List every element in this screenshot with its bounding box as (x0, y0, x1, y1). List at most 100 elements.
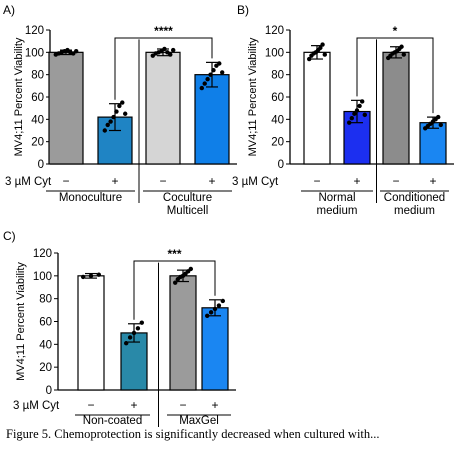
group-label: Coculture (163, 192, 212, 204)
y-tick-label: 20 (39, 362, 52, 374)
bar (48, 51, 84, 165)
data-point (131, 330, 137, 336)
data-point (208, 72, 213, 77)
data-point (173, 280, 178, 285)
figure-caption: Figure 5. Chemoprotection is significant… (6, 427, 380, 441)
significance-label: **** (154, 24, 173, 38)
data-point (349, 116, 354, 121)
y-tick-label: 60 (271, 92, 284, 104)
data-point (162, 46, 167, 52)
data-point (399, 44, 404, 49)
data-point (102, 128, 108, 133)
data-point (199, 85, 204, 91)
group-label: Monoculture (59, 192, 122, 204)
data-point (74, 49, 79, 54)
treatment-sign: − (179, 398, 186, 412)
significance-bracket (133, 260, 216, 320)
panel-label: A) (3, 3, 15, 17)
bar (194, 74, 230, 165)
data-point (171, 47, 176, 53)
data-point (114, 109, 119, 114)
treatment-label: 3 µM Cyt (13, 400, 60, 412)
y-axis-title: MV4;11 Percent Viability (247, 37, 259, 156)
panel-c: C) 0 20 40 60 80 100 120 MV4;11 Percent Viabilit… (3, 229, 236, 427)
y-tick-label: 0 (278, 159, 284, 171)
bar (382, 51, 410, 165)
data-point (220, 70, 225, 75)
panel-label: C) (3, 229, 16, 243)
data-point (217, 61, 222, 66)
data-point (438, 122, 443, 128)
treatment-sign: − (159, 174, 166, 188)
data-point (211, 68, 216, 73)
data-point (212, 306, 218, 312)
data-point (318, 45, 323, 51)
treatment-sign: + (208, 174, 215, 188)
data-point (307, 56, 312, 62)
treatment-sign: − (313, 174, 320, 188)
data-point (436, 114, 441, 120)
panel-b: B) 0 20 40 60 80 100 120 MV4;11 Percent Viabilit… (232, 3, 454, 217)
treatment-sign: + (130, 398, 137, 412)
data-point (320, 42, 325, 47)
data-point (105, 122, 110, 128)
y-tick-label: 60 (39, 317, 52, 329)
data-point (352, 111, 357, 116)
data-point (117, 103, 122, 109)
group-label: medium (394, 205, 435, 217)
y-tick-label: 120 (265, 25, 284, 37)
data-point (88, 273, 94, 279)
data-point (96, 272, 102, 277)
group-label: Multicell (167, 205, 209, 217)
y-tick-label: 100 (25, 47, 44, 59)
data-point (123, 111, 128, 116)
group-label: Non-coated (83, 415, 142, 427)
data-point (127, 335, 133, 340)
treatment-sign: + (429, 174, 436, 188)
data-point (322, 52, 327, 57)
y-tick-label: 80 (39, 294, 52, 306)
treatment-label: 3 µM Cyt (232, 176, 279, 188)
y-axis-title: MV4;11 Percent Viability (13, 37, 25, 156)
data-point (360, 99, 365, 104)
y-axis-title: MV4;11 Percent Viability (15, 262, 27, 381)
bar (303, 51, 331, 165)
y-tick-label: 40 (39, 339, 52, 351)
y-tick-label: 20 (31, 137, 44, 149)
y-tick-label: 120 (33, 248, 52, 260)
data-point (401, 52, 406, 57)
data-point (205, 76, 210, 82)
significance-label: *** (167, 247, 181, 261)
data-point (120, 100, 125, 105)
data-point (139, 320, 144, 325)
y-tick-label: 20 (271, 137, 284, 149)
data-point (220, 298, 225, 304)
y-tick-label: 0 (46, 385, 52, 397)
y-tick-label: 80 (271, 70, 284, 82)
data-point (347, 120, 352, 125)
y-tick-label: 60 (31, 92, 44, 104)
y-tick-label: 80 (31, 70, 44, 82)
data-point (357, 103, 362, 109)
data-point (208, 310, 214, 315)
data-point (124, 340, 129, 346)
group-label: Conditioned (384, 192, 445, 204)
treatment-label: 3 µM Cyt (5, 176, 52, 188)
data-point (168, 52, 173, 57)
treatment-sign: + (211, 398, 218, 412)
group-label: Normal (318, 192, 355, 204)
bar (77, 275, 105, 391)
significance-bracket (356, 37, 434, 114)
bar (201, 307, 229, 391)
treatment-sign: − (62, 174, 69, 188)
significance-bracket (114, 37, 213, 100)
data-point (111, 114, 116, 120)
y-tick-label: 40 (271, 114, 284, 126)
group-label: MaxGel (179, 415, 219, 427)
y-tick-label: 100 (33, 271, 52, 283)
data-point (362, 112, 367, 118)
treatment-sign: − (87, 398, 94, 412)
data-point (108, 119, 113, 124)
